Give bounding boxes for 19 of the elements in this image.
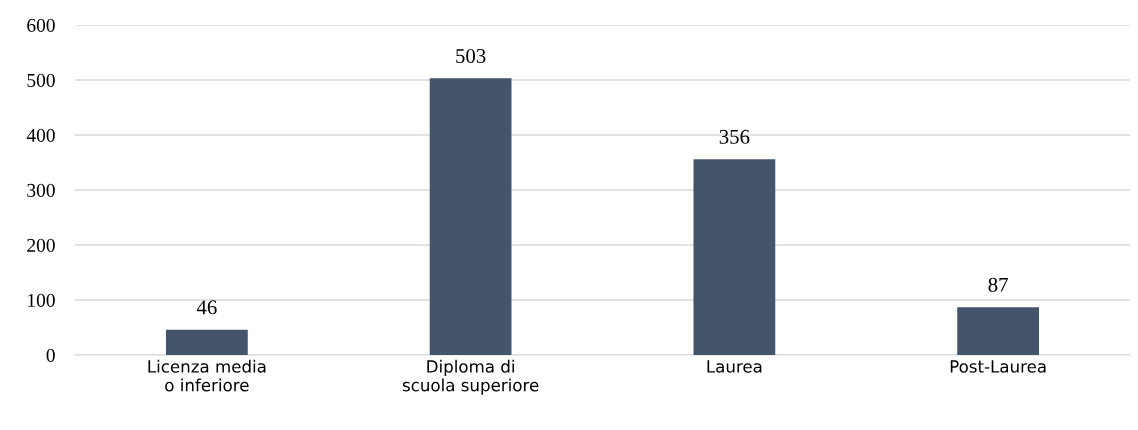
data-label: 46 bbox=[196, 300, 217, 315]
data-label: 356 bbox=[719, 129, 750, 144]
y-tick-label: 100 bbox=[28, 293, 55, 307]
bar bbox=[693, 159, 776, 355]
y-tick-label: 200 bbox=[27, 238, 55, 252]
bar bbox=[165, 329, 248, 355]
bar bbox=[957, 307, 1040, 355]
y-tick-label: 500 bbox=[27, 73, 55, 87]
x-tick-label: Diploma di scuola superiore bbox=[402, 359, 539, 395]
data-label: 503 bbox=[456, 48, 486, 64]
y-tick-label: 0 bbox=[46, 348, 55, 362]
y-tick-label: 300 bbox=[27, 183, 55, 197]
x-tick-label: Post-Laurea bbox=[950, 360, 1046, 373]
y-tick-label: 600 bbox=[27, 18, 55, 32]
x-tick-label: Licenza media o inferiore bbox=[148, 359, 266, 392]
x-tick-label: Laurea bbox=[707, 360, 762, 373]
data-label: 87 bbox=[988, 277, 1008, 292]
bar bbox=[429, 78, 512, 355]
y-tick-label: 400 bbox=[26, 128, 55, 142]
